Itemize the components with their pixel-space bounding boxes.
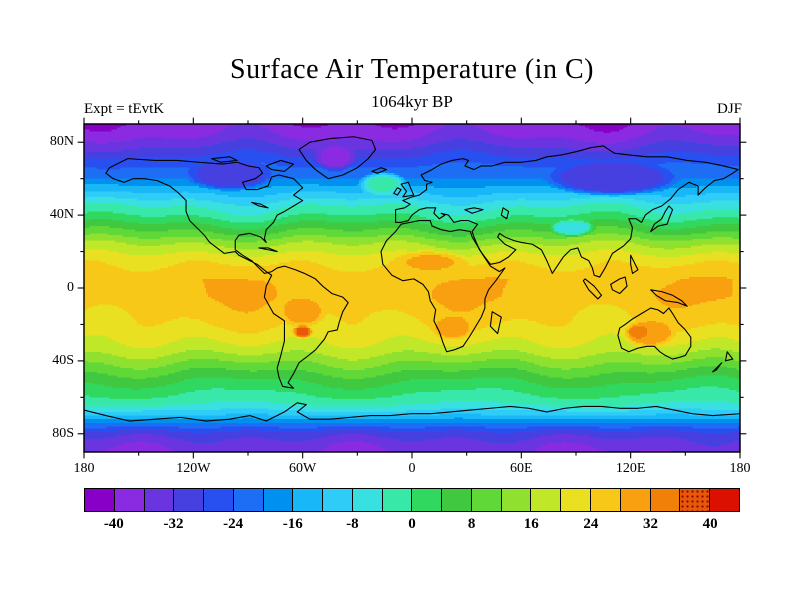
colorbar-segment xyxy=(293,489,324,511)
x-axis-label: 120W xyxy=(176,461,211,476)
colorbar-label: 40 xyxy=(702,516,718,532)
colorbar-segment xyxy=(680,489,711,511)
chart-title: Surface Air Temperature (in C) xyxy=(230,54,594,85)
coastline-antarctica xyxy=(83,402,741,422)
x-axis-label: 60W xyxy=(289,461,317,476)
map-area: 80N 40N 0 40S 80S 180 120W 60W 0 60E 120E 180 xyxy=(50,117,751,476)
coastline-madagascar xyxy=(489,311,502,335)
y-axis-label: 80S xyxy=(52,425,74,441)
colorbar-segment xyxy=(442,489,472,511)
coastline-eurasia xyxy=(395,145,739,278)
coastlines xyxy=(83,136,741,422)
coastline-americas xyxy=(105,158,349,389)
coastline-iceland xyxy=(371,167,388,174)
coastline-britain xyxy=(400,181,415,198)
coastline-sumatra xyxy=(582,278,603,300)
colorbar-label: 16 xyxy=(523,516,539,532)
coastline-new-zealand xyxy=(712,351,734,373)
lake-caspian xyxy=(500,207,510,220)
coastline-new-guinea xyxy=(650,289,688,307)
coastline-greenland xyxy=(298,136,377,180)
coastline-philippines xyxy=(630,254,639,274)
colorbar-labels: -40 -32 -24 -16 -8 0 8 16 24 32 40 xyxy=(84,512,740,536)
lake-black-sea xyxy=(464,207,484,214)
colorbar-label: 8 xyxy=(467,516,476,532)
colorbar-segments xyxy=(84,488,740,512)
map-frame xyxy=(83,123,741,453)
chart-subtitle: 1064kyr BP xyxy=(371,92,453,111)
colorbar-segment xyxy=(531,489,562,511)
colorbar-label: -24 xyxy=(223,516,244,532)
x-axis-label: 60E xyxy=(510,461,533,476)
colorbar-label: -32 xyxy=(163,516,184,532)
colorbar-segment xyxy=(352,489,383,511)
colorbar-segment xyxy=(650,489,681,511)
colorbar-label: -16 xyxy=(282,516,303,532)
colorbar-segment xyxy=(204,489,234,511)
colorbar-segment xyxy=(174,489,205,511)
colorbar-label: 0 xyxy=(408,516,416,532)
colorbar-segment xyxy=(710,489,739,511)
season-label: DJF xyxy=(716,101,742,117)
colorbar-segment xyxy=(382,489,413,511)
y-axis-label: 0 xyxy=(67,280,74,295)
x-axis-label: 0 xyxy=(408,461,416,476)
coastline-baffin-island xyxy=(265,159,295,172)
axis-ticks xyxy=(77,117,747,459)
coastline-borneo xyxy=(610,276,628,295)
colorbar: -40 -32 -24 -16 -8 0 8 16 24 32 40 xyxy=(84,488,740,532)
coastline-victoria-island xyxy=(211,156,238,163)
y-axis-label: 80N xyxy=(49,134,74,150)
coastline-africa xyxy=(380,220,506,353)
coastline-australia xyxy=(617,307,692,360)
colorbar-segment xyxy=(323,489,353,511)
y-axis-label: 40S xyxy=(52,352,74,368)
colorbar-label: 24 xyxy=(583,516,599,532)
colorbar-segment xyxy=(114,489,145,511)
colorbar-segment xyxy=(591,489,621,511)
colorbar-segment xyxy=(412,489,443,511)
colorbar-segment xyxy=(144,489,175,511)
coastline-cuba xyxy=(258,247,278,253)
coastline-ireland xyxy=(393,187,402,196)
colorbar-label: -40 xyxy=(103,516,124,532)
colorbar-label: -8 xyxy=(346,516,359,532)
coastline-japan xyxy=(650,205,674,233)
x-axis-label: 120E xyxy=(615,461,646,476)
colorbar-segment xyxy=(85,489,115,511)
experiment-label: Expt = tEvtK xyxy=(84,101,165,117)
x-axis-label: 180 xyxy=(729,461,751,476)
x-axis-label: 180 xyxy=(73,461,95,476)
y-axis-label: 40N xyxy=(49,207,74,223)
colorbar-segment xyxy=(620,489,651,511)
colorbar-segment xyxy=(233,489,264,511)
colorbar-segment xyxy=(501,489,532,511)
colorbar-segment xyxy=(561,489,592,511)
colorbar-segment xyxy=(263,489,294,511)
colorbar-label: 32 xyxy=(643,516,659,532)
lake-great-lakes xyxy=(251,201,269,209)
colorbar-segment xyxy=(471,489,502,511)
map-overlay xyxy=(77,117,747,459)
temperature-field-canvas xyxy=(84,124,740,452)
